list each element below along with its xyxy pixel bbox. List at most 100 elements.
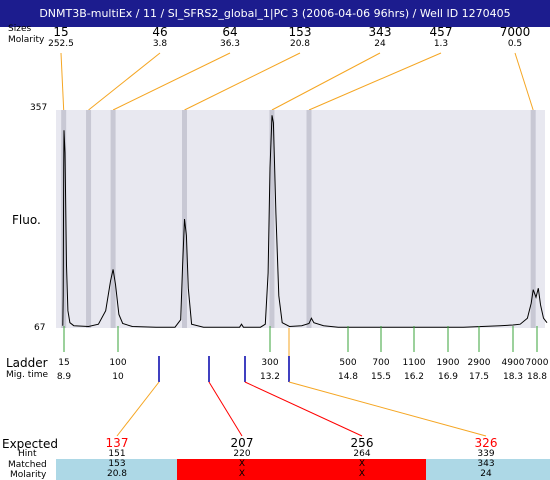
peak-band <box>306 110 312 328</box>
molarity-bottom-label: Molarity <box>10 470 47 480</box>
hint-label: Hint <box>18 449 37 459</box>
ladder-size: 4900 <box>501 358 525 368</box>
peak-molarity: 3.8 <box>152 39 168 49</box>
hint-value: 339 <box>477 449 495 459</box>
hint-value: 151 <box>108 449 126 459</box>
matched-band <box>426 459 550 480</box>
matched-value: 153 <box>108 459 126 469</box>
peak-size: 153 <box>288 25 312 39</box>
matched-molarity-value: 24 <box>480 469 492 479</box>
peak-label: 7000 0.5 <box>485 26 545 50</box>
ladder-size: 15 <box>58 358 70 368</box>
peak-size: 64 <box>222 25 238 39</box>
peak-connector <box>88 52 161 111</box>
expected-value: 326 <box>474 436 498 450</box>
expected-value: 137 <box>105 436 129 450</box>
peak-size: 7000 <box>499 25 531 39</box>
ladder-migtime: 14.8 <box>337 372 359 382</box>
peak-size: 343 <box>368 25 392 39</box>
peak-molarity: 1.3 <box>433 39 449 49</box>
expected-connector <box>288 381 487 437</box>
window-title-bar: DNMT3B-multiEx / 11 / SI_SFRS2_global_1|… <box>0 0 550 27</box>
ladder-item: 1900 16.9 <box>423 356 473 384</box>
peak-label: 64 36.3 <box>200 26 260 50</box>
ladder-item: 100 10 <box>93 356 143 384</box>
peak-connector <box>112 52 231 111</box>
expected-label: Expected <box>2 437 58 451</box>
ladder-item: 500 14.8 <box>323 356 373 384</box>
peak-connector <box>184 52 301 111</box>
ladder-migtime: 17.5 <box>468 372 490 382</box>
matched-value: X <box>238 459 246 469</box>
expected-ticks <box>158 356 290 382</box>
peak-connector <box>514 52 534 111</box>
fluorescence-trace <box>62 115 548 328</box>
peak-connectors <box>60 52 534 111</box>
sizes-row-label: Sizes <box>8 24 32 34</box>
matched-molarity-value: X <box>238 469 246 479</box>
ladder-size: 2900 <box>467 358 491 368</box>
peak-molarity: 252.5 <box>48 39 74 49</box>
expected-connector <box>244 381 363 437</box>
ladder-size: 300 <box>261 358 279 368</box>
expected-connector <box>208 381 243 437</box>
matched-label: Matched <box>8 460 47 470</box>
ladder-migtime: 16.9 <box>437 372 459 382</box>
ladder-migtime: 8.9 <box>56 372 72 382</box>
ladder-label: Ladder <box>6 356 48 370</box>
ladder-migtime: 15.5 <box>370 372 392 382</box>
ladder-item: 300 13.2 <box>245 356 295 384</box>
matched-band <box>56 459 177 480</box>
ladder-size: 1900 <box>436 358 460 368</box>
peak-molarity: 20.8 <box>289 39 311 49</box>
y-min-label: 67 <box>34 323 46 333</box>
matched-value: 343 <box>477 459 495 469</box>
matched-molarity-value: 20.8 <box>106 469 128 479</box>
ladder-item: 7000 18.8 <box>512 356 550 384</box>
peak-size: 457 <box>429 25 453 39</box>
peak-label: 46 3.8 <box>130 26 190 50</box>
peak-band <box>530 110 536 328</box>
peak-band <box>269 110 275 328</box>
expected-connector <box>116 381 160 437</box>
ladder-size: 1100 <box>402 358 426 368</box>
peak-band <box>110 110 116 328</box>
peak-label: 457 1.3 <box>411 26 471 50</box>
ladder-migtime: 16.2 <box>403 372 425 382</box>
peak-molarity: 24 <box>374 39 386 49</box>
molarity-row-label: Molarity <box>8 35 45 45</box>
peak-connector <box>60 52 65 111</box>
peak-size: 46 <box>152 25 168 39</box>
ladder-migtime: 18.3 <box>502 372 524 382</box>
peak-label: 15 252.5 <box>31 26 91 50</box>
ladder-item: 700 15.5 <box>356 356 406 384</box>
expected-connectors <box>116 328 487 437</box>
ladder-ticks <box>63 326 538 352</box>
ladder-item: 4900 18.3 <box>488 356 538 384</box>
migtime-label: Mig. time <box>6 370 49 380</box>
peak-molarity: 36.3 <box>219 39 241 49</box>
ladder-migtime: 13.2 <box>259 372 281 382</box>
ladder-migtime: 10 <box>112 372 124 382</box>
ladder-migtime: 18.8 <box>526 372 548 382</box>
peak-label: 153 20.8 <box>270 26 330 50</box>
peak-label: 343 24 <box>350 26 410 50</box>
window-title: DNMT3B-multiEx / 11 / SI_SFRS2_global_1|… <box>39 7 511 20</box>
matched-band <box>177 459 426 480</box>
ladder-size: 700 <box>372 358 390 368</box>
y-max-label: 357 <box>30 103 48 113</box>
matched-molarity-value: X <box>358 469 366 479</box>
ladder-item: 15 8.9 <box>39 356 89 384</box>
peak-connector <box>271 52 381 111</box>
ladder-size: 7000 <box>525 358 549 368</box>
peak-band <box>86 110 92 328</box>
hint-value: 264 <box>353 449 371 459</box>
peak-molarity: 0.5 <box>507 39 523 49</box>
peak-connector <box>308 52 442 111</box>
expected-value: 207 <box>230 436 254 450</box>
expected-value: 256 <box>350 436 374 450</box>
hint-value: 220 <box>233 449 251 459</box>
ladder-item: 1100 16.2 <box>389 356 439 384</box>
matched-value: X <box>358 459 366 469</box>
